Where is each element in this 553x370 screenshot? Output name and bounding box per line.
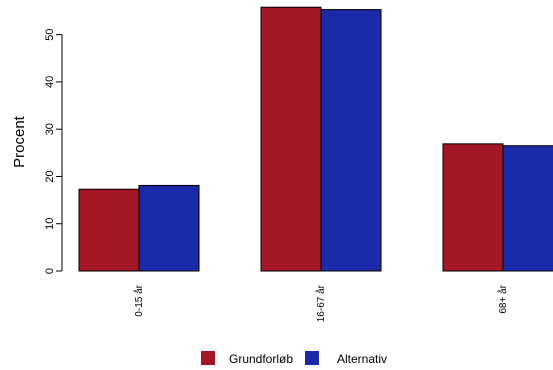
y-tick-label: 40 bbox=[44, 76, 56, 88]
legend-label: Alternativ bbox=[337, 352, 387, 365]
category-label: 16-67 år bbox=[315, 284, 327, 322]
legend-label: Grundforløb bbox=[229, 352, 293, 365]
bar-grundforl-b-1 bbox=[260, 6, 322, 272]
y-axis-title: Procent bbox=[11, 115, 28, 168]
bar-grundforl-b-2 bbox=[442, 143, 504, 272]
y-tick-label: 10 bbox=[44, 218, 56, 230]
legend-swatch bbox=[201, 351, 215, 365]
y-tick-label: 30 bbox=[44, 123, 56, 135]
bars bbox=[78, 6, 553, 272]
legend-swatch bbox=[305, 351, 319, 365]
legend: Grundforløb Alternativ bbox=[201, 351, 387, 366]
y-axis: 0 10 20 30 40 50 bbox=[44, 29, 63, 274]
bar-alternativ-0 bbox=[138, 184, 200, 272]
y-tick-label: 20 bbox=[44, 170, 56, 182]
bar-alternativ-1 bbox=[320, 9, 382, 272]
y-tick-label: 50 bbox=[44, 29, 56, 41]
category-labels: 0-15 år 16-67 år 68+ år bbox=[133, 284, 509, 322]
bar-alternativ-2 bbox=[502, 145, 553, 272]
category-label: 68+ år bbox=[497, 284, 509, 313]
y-tick-label: 0 bbox=[44, 268, 56, 274]
category-label: 0-15 år bbox=[133, 284, 145, 316]
bar-grundforl-b-0 bbox=[78, 188, 140, 272]
